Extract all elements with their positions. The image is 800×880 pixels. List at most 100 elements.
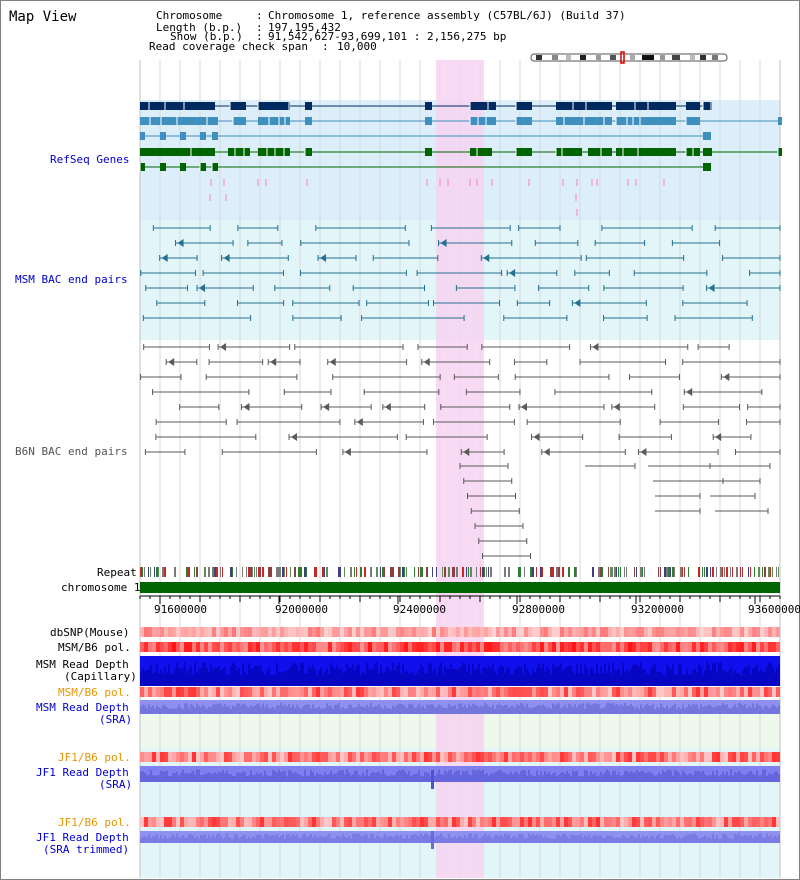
msm-sra-depth-bar [704,705,706,714]
msm-sra-depth-bar [536,706,538,714]
msm-b6-polymorphism-cell [772,687,776,697]
b6n-bac-pair-arrow [329,358,336,366]
msm-sra-depth-bar [426,704,428,714]
msm-capillary-depth-bar [284,671,286,686]
jf1-b6-polymorphism-cell [768,817,772,827]
gene-exon [556,102,612,110]
repeat-element [600,567,602,577]
track-label-b6n-bac[interactable]: B6N BAC end pairs [15,445,128,458]
repeat-element [742,567,743,577]
jf1-b6-polymorphism-cell [604,752,608,762]
jf1-b6-polymorphism-cell [724,752,728,762]
repeat-element [666,567,668,577]
msm-sra-depth-bar [666,705,668,714]
jf1-sra-depth-bar [380,773,382,782]
dbsnp-density-cell [340,627,344,637]
msm-b6-polymorphism-cell [736,642,740,652]
msm-bac-pair-arrow [483,254,490,262]
track-label-msm-depth-cap[interactable]: MSM Read Depth [36,658,129,671]
jf1-sra-depth-bar [284,770,286,782]
jf1-trimmed-depth-bar [424,833,426,843]
msm-sra-depth-bar [428,704,430,714]
msm-sra-depth-bar [736,707,738,714]
track-label-jf1-depth-sra[interactable]: JF1 Read Depth [36,766,129,779]
jf1-sra-depth-bar [290,770,292,782]
msm-capillary-depth-bar [618,668,620,686]
track-label-msm-bac[interactable]: MSM BAC end pairs [15,273,128,286]
jf1-sra-depth-bar [624,771,626,782]
track-label-msm-b6-pol-2[interactable]: MSM/B6 pol. [58,686,131,699]
repeat-element [262,567,264,577]
track-label-jf1-b6-pol-2[interactable]: JF1/B6 pol. [58,816,131,829]
jf1-trimmed-depth-bar [540,834,542,843]
msm-b6-polymorphism-cell [548,642,552,652]
track-label-msm-depth-sra[interactable]: MSM Read Depth [36,701,129,714]
jf1-sra-depth-bar [754,775,756,782]
msm-b6-polymorphism-cell [308,642,312,652]
b6n-bac-pair-arrow [686,388,693,396]
msm-sra-depth-bar [750,707,752,714]
gene-exon [703,163,711,171]
jf1-sra-depth-bar [256,772,258,782]
track-label-jf1-depth-trim[interactable]: JF1 Read Depth [36,831,129,844]
jf1-trimmed-depth-bar [286,834,288,843]
msm-capillary-depth-bar [244,671,246,686]
msm-b6-polymorphism-cell [680,642,684,652]
jf1-sra-depth-bar [554,772,556,782]
jf1-trimmed-depth-bar [348,835,350,843]
ideogram-band [700,55,706,60]
msm-capillary-depth-bar [288,669,290,686]
jf1-sra-depth-bar [312,772,314,782]
msm-b6-polymorphism-cell [348,687,352,697]
jf1-b6-polymorphism-cell [216,817,220,827]
jf1-trimmed-depth-bar [350,838,352,843]
jf1-b6-polymorphism-cell [712,817,716,827]
b6n-bac-pair-arrow [533,433,540,441]
dbsnp-density-cell [208,627,212,637]
repeat-element [466,567,467,577]
track-label-msm-b6-pol-1[interactable]: MSM/B6 pol. [58,641,131,654]
jf1-b6-polymorphism-cell [696,817,700,827]
jf1-trimmed-depth-bar [644,836,646,843]
msm-capillary-depth-bar [536,667,538,686]
jf1-trimmed-depth-bar [230,838,232,843]
jf1-sra-depth-bar [142,771,144,782]
dbsnp-density-cell [448,627,452,637]
show-colon: : [256,30,263,43]
repeat-element [456,567,458,577]
msm-capillary-depth-bar [400,673,402,686]
jf1-b6-polymorphism-cell [660,817,664,827]
track-label-dbsnp[interactable]: dbSNP(Mouse) [50,626,130,639]
repeat-element [640,567,642,577]
jf1-trimmed-depth-bar [270,835,272,843]
msm-sra-depth-bar [762,708,764,714]
msm-b6-polymorphism-cell [220,687,224,697]
msm-sra-depth-bar [436,706,438,714]
jf1-trimmed-depth-bar [404,838,406,843]
jf1-trimmed-depth-bar [148,834,150,843]
jf1-sra-depth-bar [424,771,426,782]
jf1-b6-polymorphism-cell [204,817,208,827]
track-label-repeat[interactable]: Repeat [97,566,137,579]
jf1-sra-depth-bar [384,773,386,782]
repeat-element [304,567,306,577]
msm-capillary-depth-bar [418,670,420,686]
track-label-jf1-b6-pol-1[interactable]: JF1/B6 pol. [58,751,131,764]
jf1-b6-polymorphism-cell [272,752,276,762]
dbsnp-density-cell [232,627,236,637]
track-label-chromosome[interactable]: chromosome 1 [61,581,141,594]
msm-capillary-depth-bar [584,664,586,686]
jf1-b6-polymorphism-cell [372,752,376,762]
repeat-element [156,567,158,577]
jf1-trimmed-depth-bar [526,837,528,843]
msm-sra-depth-bar [314,708,316,714]
jf1-b6-polymorphism-cell [236,817,240,827]
track-label-refseq-genes[interactable]: RefSeq Genes [50,153,130,166]
dbsnp-density-cell [224,627,228,637]
jf1-trimmed-depth-bar [554,838,556,843]
jf1-sra-depth-bar [612,770,614,782]
repeat-element [188,567,190,577]
jf1-trimmed-depth-bar [442,836,444,843]
msm-b6-polymorphism-cell [776,687,780,697]
